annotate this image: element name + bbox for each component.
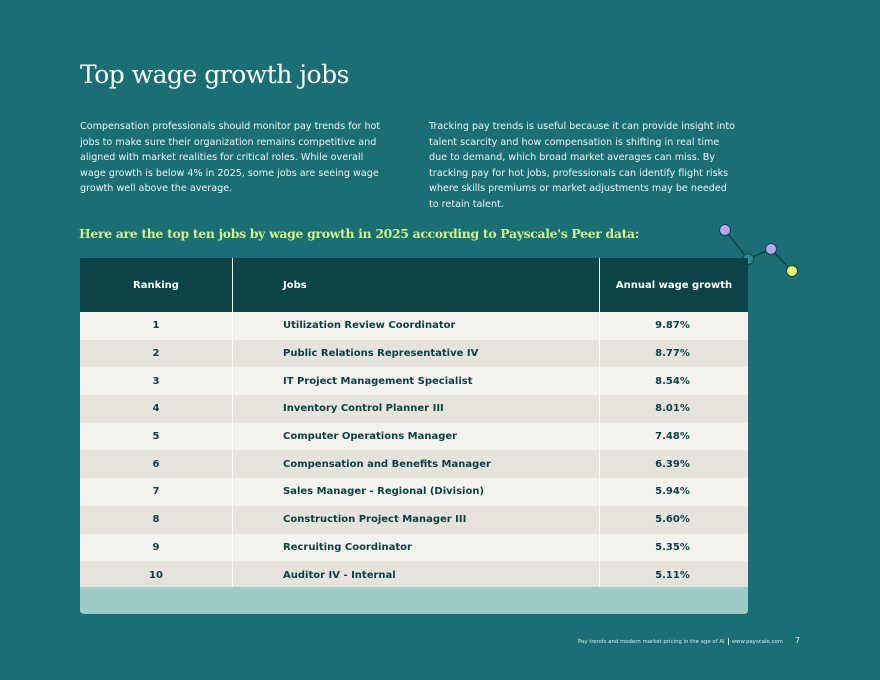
table-cell: 8.01% [599,395,748,423]
footer: Pay trends and modern market pricing in … [578,638,783,645]
table-cell: Utilization Review Coordinator [232,312,600,340]
table-cell: 1 [80,312,233,340]
table-cell: Recruiting Coordinator [232,533,600,562]
paragraph: Tracking pay trends is useful because it… [429,121,735,210]
table-cell: Compensation and Benefits Manager [232,450,600,479]
table-cell: 8.54% [599,367,748,396]
table-cell: 5.35% [599,533,748,562]
table-row: 9 Recruiting Coordinator 5.35% [80,533,748,562]
table-row: 10 Auditor IV - Internal 5.11% [80,561,748,589]
footer-text: Pay trends and modern market pricing in … [578,639,725,645]
table-cell: 5.94% [599,478,748,506]
table-cell: 8 [80,505,233,534]
table-row: 4 Inventory Control Planner III 8.01% [80,395,748,423]
page-title: Top wage growth jobs [80,60,349,89]
jobs-table: Ranking Jobs Annual wage growth 1 Utilizati… [80,258,748,589]
table-cell: 5.11% [599,561,748,589]
table-cell: 3 [80,367,233,396]
table-cell: 8.77% [599,339,748,368]
table-row: 1 Utilization Review Coordinator 9.87% [80,312,748,340]
page-number: 7 [795,636,801,645]
table-cell: IT Project Management Specialist [232,367,600,396]
table-cell: 10 [80,561,233,589]
table-cell: 4 [80,395,233,423]
table-row: 5 Computer Operations Manager 7.48% [80,422,748,451]
table-cell: Computer Operations Manager [232,422,600,451]
table-cell: Public Relations Representative IV [232,339,600,368]
column-header: Ranking [80,258,233,312]
column-header: Annual wage growth [599,258,748,312]
table-cell: 5.60% [599,505,748,534]
table-cell: 9.87% [599,312,748,340]
table-row: 2 Public Relations Representative IV 8.77% [80,339,748,368]
table-cell: Inventory Control Planner III [232,395,600,423]
table-cell: Sales Manager - Regional (Division) [232,478,600,506]
table-cell: 2 [80,339,233,368]
table-cell: Construction Project Manager III [232,505,600,534]
table-row: 6 Compensation and Benefits Manager 6.39% [80,450,748,479]
separator [727,638,729,645]
column-header: Jobs [232,258,600,312]
table-row: 7 Sales Manager - Regional (Division) 5.94… [80,478,748,506]
table-row: 3 IT Project Management Specialist 8.54% [80,367,748,396]
table-cell: 6.39% [599,450,748,479]
table-cell: Auditor IV - Internal [232,561,600,589]
table-cell: 6 [80,450,233,479]
header-row: Ranking Jobs Annual wage growth [80,258,748,312]
table-cell: 7 [80,478,233,506]
subtitle: Here are the top ten jobs by wage growth… [79,226,640,241]
table-footer [80,587,748,614]
table-row: 8 Construction Project Manager III 5.60% [80,505,748,534]
footer-url: www.payscale.com [731,639,784,645]
table-cell: 9 [80,533,233,562]
table-cell: 5 [80,422,233,451]
table-cell: 7.48% [599,422,748,451]
paragraph: Compensation professionals should monito… [80,121,381,194]
